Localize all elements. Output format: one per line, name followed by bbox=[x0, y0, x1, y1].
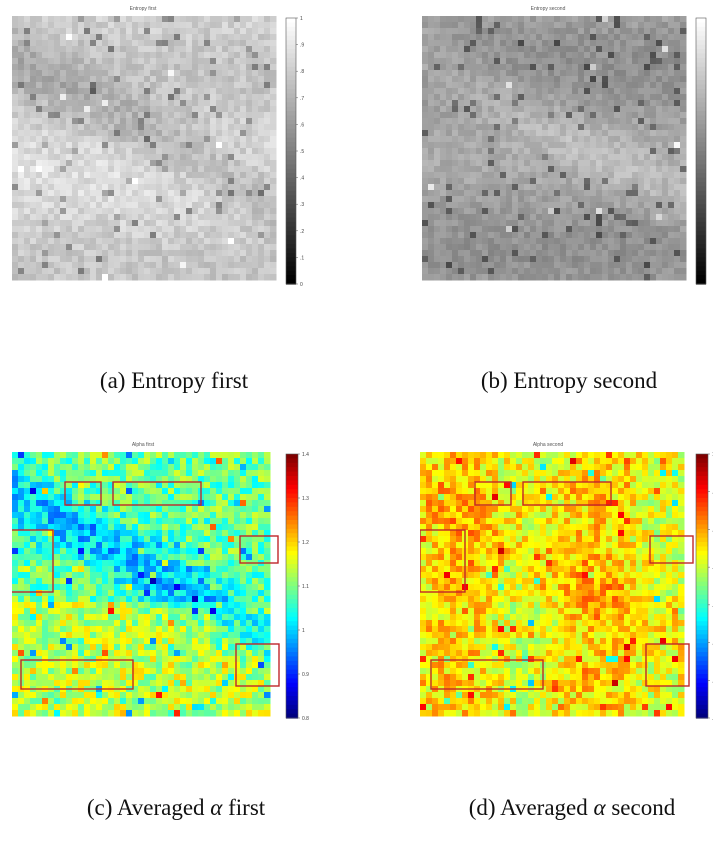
highlight-box bbox=[64, 481, 102, 506]
colorbar-tick-label: 1 bbox=[300, 16, 303, 22]
highlight-box bbox=[235, 643, 280, 687]
panel-d-title: Alpha second bbox=[532, 442, 564, 448]
highlight-box bbox=[645, 643, 690, 687]
colorbar: 1.9.8.7.6.5.4.3 bbox=[695, 452, 713, 720]
caption-b: (b) Entropy second bbox=[480, 368, 658, 393]
colorbar-tick-label: 0 bbox=[300, 282, 303, 286]
colorbar-tick-label: .1 bbox=[300, 255, 304, 261]
panel-a: 1 .9 .8 .7 .6 .5 .4 .3 .2 .1 0 bbox=[12, 16, 312, 286]
colorbar: 1 .9 .8 .7 .6 .5 .4 .3 .2 .1 0 bbox=[285, 16, 304, 286]
colorbar-tick-label: 0.9 bbox=[302, 672, 309, 678]
colorbar-tick-label: .6 bbox=[300, 122, 304, 128]
highlight-box bbox=[20, 659, 134, 690]
highlight-box bbox=[522, 481, 612, 506]
colorbar-tick-label: .4 bbox=[300, 176, 304, 182]
alpha-second-map: 1.9.8.7.6.5.4.3 bbox=[420, 452, 713, 720]
panel-c-title: Alpha first bbox=[131, 442, 155, 448]
panel-a-title: Entropy first bbox=[129, 6, 157, 12]
panel-b bbox=[422, 16, 713, 286]
texture-cells bbox=[12, 16, 277, 281]
texture-cells bbox=[12, 452, 271, 717]
caption-d: (d) Averaged α second bbox=[468, 795, 676, 820]
highlight-box bbox=[12, 529, 54, 593]
caption-c: (c) Averaged α first bbox=[86, 795, 266, 820]
highlight-box bbox=[649, 535, 694, 564]
colorbar-tick-label: 1 bbox=[302, 628, 305, 634]
colorbar: 1.4 1.3 1.2 1.1 1 0.9 0.8 bbox=[285, 452, 309, 720]
entropy-second-map bbox=[422, 16, 707, 285]
colorbar-tick-label: .2 bbox=[300, 229, 304, 235]
panel-c: 1.4 1.3 1.2 1.1 1 0.9 0.8 bbox=[12, 452, 312, 720]
colorbar-tick-label: 0.8 bbox=[302, 716, 309, 720]
highlight-box bbox=[112, 481, 202, 506]
colorbar-tick-label: .3 bbox=[300, 202, 304, 208]
colorbar-tick-label: 1.2 bbox=[302, 540, 309, 546]
colorbar-tick-label: 1.4 bbox=[302, 452, 309, 458]
colorbar-tick-label: .7 bbox=[300, 96, 304, 102]
colorbar-tick-label: .5 bbox=[300, 149, 304, 155]
highlight-box bbox=[239, 535, 279, 564]
panel-d: 1.9.8.7.6.5.4.3 bbox=[420, 452, 713, 720]
texture-cells bbox=[420, 452, 685, 717]
caption-a: (a) Entropy first bbox=[99, 368, 249, 393]
colorbar-tick-label: .9 bbox=[300, 43, 304, 49]
highlight-box bbox=[430, 659, 544, 690]
colorbar-tick-label: .8 bbox=[300, 69, 304, 75]
alpha-first-map: 1.4 1.3 1.2 1.1 1 0.9 0.8 bbox=[12, 452, 309, 720]
texture-cells bbox=[422, 16, 687, 281]
highlight-box bbox=[474, 481, 512, 506]
highlight-box bbox=[420, 529, 466, 593]
entropy-first-map: 1 .9 .8 .7 .6 .5 .4 .3 .2 .1 0 bbox=[12, 16, 304, 286]
colorbar-tick-label: 1.1 bbox=[302, 584, 309, 590]
colorbar-tick-label: 1.3 bbox=[302, 496, 309, 502]
colorbar bbox=[695, 17, 707, 285]
panel-b-title: Entropy second bbox=[530, 6, 566, 12]
